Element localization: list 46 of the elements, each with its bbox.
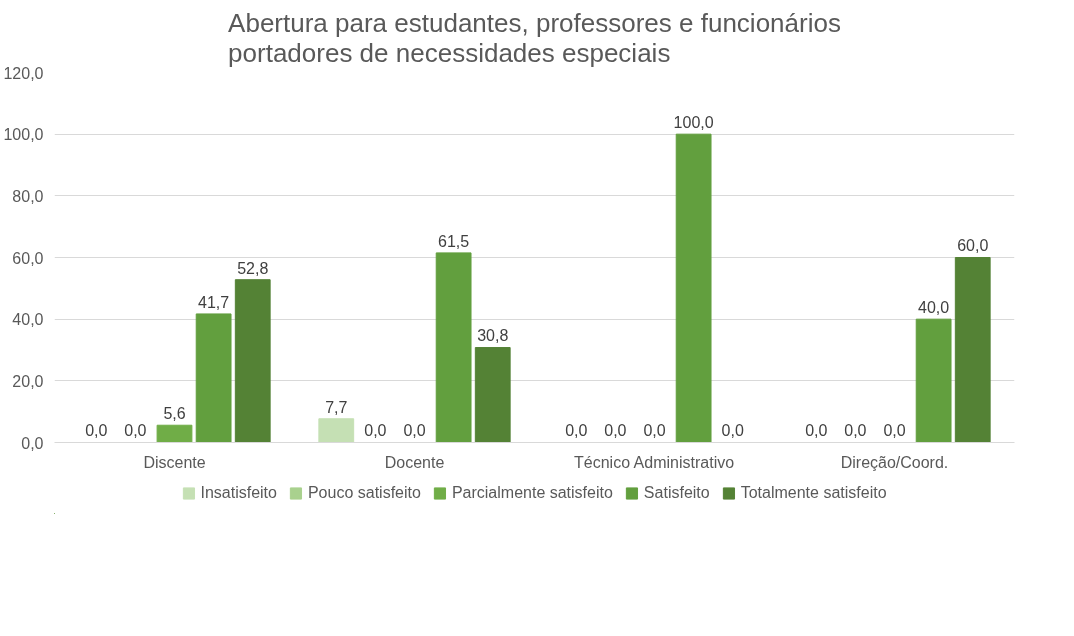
data-label: 30,8 bbox=[477, 327, 509, 345]
bar bbox=[156, 424, 193, 443]
data-label: 52,8 bbox=[237, 259, 269, 277]
y-tick-label: 100,0 bbox=[3, 126, 44, 144]
bar bbox=[195, 313, 232, 443]
bar bbox=[474, 347, 511, 443]
data-label: 100,0 bbox=[673, 114, 714, 131]
data-label: 41,7 bbox=[198, 293, 230, 311]
data-label: 40,0 bbox=[918, 299, 950, 316]
x-tick-label: Docente bbox=[384, 453, 445, 471]
data-label: 0,0 bbox=[643, 422, 666, 440]
bar bbox=[234, 279, 271, 443]
data-label: 0,0 bbox=[844, 422, 867, 440]
data-label: 0,0 bbox=[604, 422, 627, 440]
data-label: 0,0 bbox=[565, 422, 588, 440]
data-label: 0,0 bbox=[721, 422, 744, 440]
data-label: 61,5 bbox=[438, 232, 470, 250]
data-label: 0,0 bbox=[883, 422, 906, 440]
data-label: 60,0 bbox=[957, 237, 989, 255]
bar bbox=[915, 318, 952, 443]
bar bbox=[954, 257, 991, 443]
y-tick-label: 0,0 bbox=[21, 434, 44, 452]
data-label: 5,6 bbox=[163, 405, 186, 423]
y-tick-label: 20,0 bbox=[12, 372, 44, 390]
x-tick-label: Direção/Coord. bbox=[840, 453, 949, 471]
data-label: 0,0 bbox=[85, 422, 108, 440]
x-tick-label: Técnico Administrativo bbox=[574, 453, 735, 471]
data-label: 7,7 bbox=[325, 398, 348, 416]
y-tick-label: 80,0 bbox=[12, 187, 44, 205]
data-label: 0,0 bbox=[403, 422, 426, 440]
y-tick-label: 60,0 bbox=[12, 249, 44, 267]
legend-label: Parcialmente satisfeito bbox=[451, 484, 613, 502]
y-tick-label: 40,0 bbox=[12, 311, 44, 329]
legend-label: Insatisfeito bbox=[200, 484, 277, 502]
bar bbox=[435, 252, 472, 443]
y-tick-label: 120,0 bbox=[3, 64, 44, 82]
data-label: 0,0 bbox=[805, 422, 828, 440]
legend-label: Pouco satisfeito bbox=[307, 484, 421, 502]
chart-title: Abertura para estudantes, professores e funcionários portadores de necessidades especiais bbox=[228, 7, 841, 68]
bar bbox=[675, 133, 712, 443]
data-label: 0,0 bbox=[364, 422, 387, 440]
legend-label: Totalmente satisfeito bbox=[740, 484, 887, 502]
data-label: 0,0 bbox=[124, 422, 147, 440]
x-tick-label: Discente bbox=[143, 453, 206, 471]
legend-label: Satisfeito bbox=[643, 484, 710, 502]
bar bbox=[318, 418, 355, 443]
